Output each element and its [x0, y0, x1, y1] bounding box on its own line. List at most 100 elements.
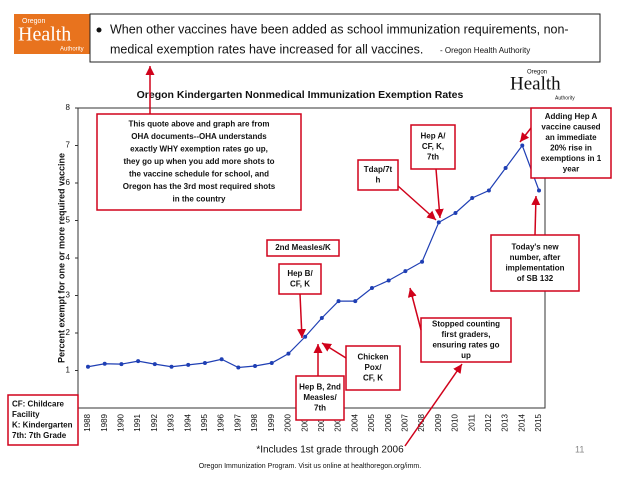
x-tick-label: 1989: [100, 413, 109, 431]
data-point: [303, 334, 308, 339]
x-tick-label: 2013: [501, 413, 510, 431]
annotation-text: h: [376, 175, 381, 184]
annotation-text: of SB 132: [517, 274, 554, 283]
x-tick-label: 2015: [534, 413, 543, 431]
x-tick-label: 2002: [317, 413, 326, 431]
data-point: [236, 365, 241, 370]
annotation-text: Facility: [12, 410, 40, 419]
annotation-text: Hep B, 2nd: [299, 383, 341, 392]
quote-box: [89, 13, 601, 63]
x-tick-label: 2012: [484, 413, 493, 431]
annotation-text: the vaccine schedule for school, and: [129, 170, 269, 179]
x-tick-label: 1994: [183, 413, 192, 431]
annotation-text: vaccine caused: [541, 122, 600, 131]
annotation-text: first graders,: [442, 330, 491, 339]
annotation-arrow: [519, 127, 532, 143]
y-tick-label: 7: [66, 141, 71, 150]
data-line: [87, 144, 540, 369]
x-tick-label: 1996: [217, 413, 226, 431]
annotation-text: exemptions in 1: [541, 154, 602, 163]
data-point: [136, 359, 141, 364]
annotation-box: [295, 375, 345, 421]
data-point: [470, 196, 475, 200]
x-tick-label: 2014: [517, 413, 526, 431]
data-point: [152, 362, 157, 367]
annotation-box: [420, 317, 512, 363]
quote: When other vaccines have been added as s…: [110, 22, 569, 36]
annotation-box: [278, 263, 322, 295]
annotation-box: [530, 107, 612, 179]
data-point: [420, 259, 425, 264]
annotation-text: 7th: 7th Grade: [12, 431, 67, 440]
x-tick-label: 2011: [467, 413, 476, 431]
annotation-box: [266, 239, 340, 257]
annotation-box: [410, 124, 456, 170]
data-point: [169, 364, 174, 369]
x-tick-label: 2007: [400, 413, 409, 431]
annotation-text: they go up when you add more shots to: [123, 157, 274, 166]
annotation-text: Stopped counting: [432, 319, 500, 328]
annotation-arrow: [404, 363, 463, 447]
annotation-text: ensuring rates go: [432, 340, 499, 349]
data-point: [253, 364, 258, 368]
annotation-text: Chicken: [357, 353, 388, 362]
annotation-box: [345, 345, 401, 391]
x-tick-label: 2001: [300, 413, 309, 431]
annotation-text: CF, K: [290, 279, 310, 288]
annotation-arrow: [321, 342, 347, 359]
annotation-text: Oregon has the 3rd most required shots: [123, 182, 276, 191]
annotation-text: exactly WHY exemption rates go up,: [130, 145, 268, 154]
x-tick-label: 1999: [267, 413, 276, 431]
logo-text: Health: [18, 24, 71, 46]
annotation-box: [357, 159, 399, 191]
annotation-text: K: Kindergarten: [12, 420, 73, 429]
chart-title: Oregon Kindergarten Nonmedical Immunizat…: [137, 89, 464, 101]
annotation-text: 20% rise in: [550, 143, 592, 152]
annotation-text: Tdap/7t: [364, 165, 393, 174]
y-tick-label: 5: [66, 216, 71, 225]
annotation-text: in the country: [173, 195, 226, 204]
x-tick-label: 1997: [233, 413, 242, 431]
x-tick-label: 1990: [117, 413, 126, 431]
y-axis-label: Percent exempt for one or more required …: [56, 153, 66, 363]
x-tick-label: 2009: [434, 413, 443, 431]
logo-box: [14, 14, 90, 54]
logo-text: Authority: [555, 95, 575, 101]
data-point: [453, 211, 458, 215]
annotation-arrow: [531, 195, 541, 236]
data-point: [436, 220, 441, 225]
logo-text: Health: [510, 73, 561, 94]
logo-text: Oregon: [527, 70, 547, 76]
data-point: [319, 316, 324, 320]
annotation-text: OHA documents--OHA understands: [131, 132, 267, 141]
data-point: [186, 362, 191, 367]
bullet: [96, 27, 102, 33]
logo-text: Oregon: [22, 18, 45, 25]
x-tick-label: 1988: [83, 413, 92, 431]
annotation-text: CF: Childcare: [12, 399, 65, 408]
x-tick-label: 2003: [334, 413, 343, 431]
x-tick-label: 2000: [284, 413, 293, 431]
y-tick-label: 6: [66, 178, 71, 187]
annotation-text: CF, K: [363, 374, 383, 383]
x-tick-label: 1998: [250, 413, 259, 431]
y-tick-label: 3: [66, 291, 71, 300]
annotation-arrow: [297, 293, 307, 339]
annotation-text: CF, K,: [422, 142, 444, 151]
annotation-text: up: [461, 351, 471, 360]
data-point: [286, 351, 291, 356]
x-tick-label: 2004: [350, 413, 359, 431]
annotation-text: 7th: [427, 153, 439, 162]
data-point: [336, 299, 341, 304]
annotation-box: [96, 113, 302, 211]
annotation-text: This quote above and graph are from: [129, 120, 270, 129]
footer: Oregon Immunization Program. Visit us on…: [199, 463, 421, 470]
annotation-text: Hep B/: [287, 269, 313, 278]
y-tick-label: 1: [66, 366, 71, 375]
annotation-arrow: [397, 185, 437, 221]
data-point: [269, 361, 274, 365]
x-tick-label: 1992: [150, 413, 159, 431]
data-point: [219, 357, 224, 362]
page-number: 11: [575, 444, 584, 454]
data-point: [119, 362, 124, 367]
